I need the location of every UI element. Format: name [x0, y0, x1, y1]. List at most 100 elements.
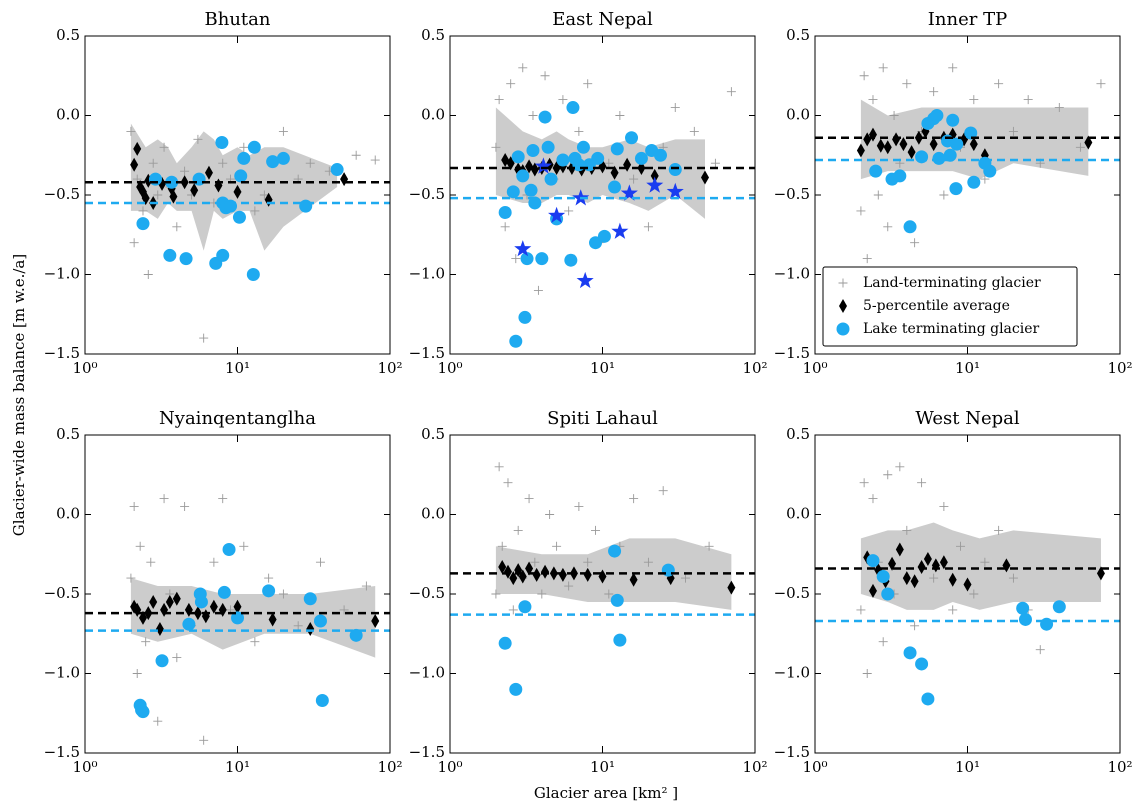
- lake-glacier-marker: [516, 169, 530, 183]
- lake-glacier-marker: [509, 682, 523, 696]
- star-marker: [620, 184, 638, 201]
- lake-glacier-marker: [950, 137, 964, 151]
- lake-glacier-marker: [528, 196, 542, 210]
- legend-marker: [836, 322, 850, 336]
- percentile-average-marker: [193, 606, 202, 621]
- percentile-average-marker: [209, 599, 218, 614]
- land-glacier-marker: [180, 502, 190, 512]
- star-marker: [514, 240, 532, 257]
- land-glacier-marker: [895, 462, 905, 472]
- percentile-average-marker: [130, 157, 139, 172]
- land-glacier-marker: [172, 222, 182, 232]
- land-glacier-marker: [159, 494, 169, 504]
- lake-glacier-marker: [541, 140, 555, 154]
- land-glacier-marker: [859, 478, 869, 488]
- land-glacier-marker: [500, 222, 510, 232]
- land-glacier-marker: [135, 541, 145, 551]
- land-glacier-marker: [643, 222, 653, 232]
- y-tick-label: −1.0: [44, 664, 80, 682]
- percentile-average-marker: [899, 137, 908, 152]
- panel-title: Nyainqentanglha: [159, 408, 316, 429]
- land-glacier-marker: [264, 573, 274, 583]
- land-glacier-marker: [948, 605, 958, 615]
- percentile-average-marker: [169, 189, 178, 204]
- land-glacier-marker: [138, 206, 148, 216]
- lake-glacier-marker: [179, 252, 193, 266]
- lake-glacier-marker: [921, 692, 935, 706]
- land-glacier-marker: [511, 254, 521, 264]
- land-glacier-marker: [339, 605, 349, 615]
- percentile-average-marker: [549, 566, 558, 581]
- land-glacier-marker: [878, 637, 888, 647]
- land-glacier-marker: [278, 126, 288, 136]
- land-glacier-marker: [939, 190, 949, 200]
- lake-glacier-marker: [526, 143, 540, 157]
- y-tick-label: −1.5: [774, 344, 810, 362]
- percentile-average-marker: [503, 564, 512, 579]
- lake-glacier-marker: [155, 654, 169, 668]
- panel-title: Spiti Lahaul: [547, 408, 658, 429]
- land-glacier-marker: [939, 502, 949, 512]
- land-glacier-marker: [293, 621, 303, 631]
- lake-glacier-marker: [903, 646, 917, 660]
- y-tick-label: 0.0: [56, 106, 80, 124]
- x-axis-label: Glacier area [km² ]: [534, 784, 678, 802]
- lake-glacier-marker: [276, 151, 290, 165]
- land-glacier-marker: [868, 95, 878, 105]
- lake-glacier-marker: [566, 101, 580, 115]
- land-glacier-marker: [552, 541, 562, 551]
- land-glacier-marker: [537, 589, 547, 599]
- lake-glacier-marker: [625, 131, 639, 145]
- land-glacier-marker: [859, 71, 869, 81]
- land-glacier-marker: [209, 557, 219, 567]
- percentile-average-marker: [629, 572, 638, 587]
- star-marker: [534, 157, 552, 174]
- lake-glacier-marker: [903, 220, 917, 234]
- y-tick-label: −1.0: [409, 664, 445, 682]
- lake-glacier-marker: [668, 163, 682, 177]
- y-tick-label: 0.5: [786, 425, 810, 443]
- x-tick-label: 10⁰: [802, 758, 827, 776]
- land-glacier-marker: [574, 502, 584, 512]
- y-tick-label: 0.5: [421, 425, 445, 443]
- legend-marker: [838, 278, 848, 288]
- land-glacier-marker: [910, 621, 920, 631]
- land-glacier-marker: [250, 206, 260, 216]
- y-tick-label: 0.5: [421, 26, 445, 44]
- land-glacier-marker: [497, 541, 507, 551]
- percentile-average-marker: [917, 559, 926, 574]
- lake-glacier-marker: [556, 153, 570, 167]
- land-glacier-marker: [704, 541, 714, 551]
- land-glacier-marker: [513, 525, 523, 535]
- percentile-average-marker: [895, 542, 904, 557]
- land-glacier-marker: [148, 158, 158, 168]
- percentile-average-marker: [923, 552, 932, 567]
- lake-glacier-marker: [215, 136, 229, 150]
- legend-label: Lake terminating glacier: [863, 321, 1040, 337]
- percentile-average-marker: [141, 191, 150, 206]
- land-glacier-marker: [129, 502, 139, 512]
- land-glacier-marker: [491, 142, 501, 152]
- lake-glacier-marker: [518, 600, 532, 614]
- land-glacier-marker: [902, 79, 912, 89]
- percentile-average-marker: [233, 599, 242, 614]
- percentile-average-marker: [929, 137, 938, 152]
- lake-glacier-marker: [943, 148, 957, 162]
- lake-glacier-marker: [915, 150, 929, 164]
- panel-title: West Nepal: [915, 408, 1020, 429]
- land-glacier-marker: [980, 557, 990, 567]
- y-tick-label: −1.0: [44, 265, 80, 283]
- x-tick-label: 10¹: [225, 758, 250, 776]
- lake-glacier-marker: [564, 253, 578, 267]
- percentile-average-marker: [133, 141, 142, 156]
- land-glacier-marker: [172, 653, 182, 663]
- land-glacier-marker: [351, 150, 361, 160]
- land-glacier-marker: [250, 637, 260, 647]
- star-marker: [611, 222, 629, 239]
- percentile-average-marker: [727, 580, 736, 595]
- lake-glacier-marker: [524, 183, 538, 197]
- percentile-average-marker: [910, 574, 919, 589]
- lake-glacier-marker: [313, 614, 327, 628]
- lake-glacier-marker: [869, 164, 883, 178]
